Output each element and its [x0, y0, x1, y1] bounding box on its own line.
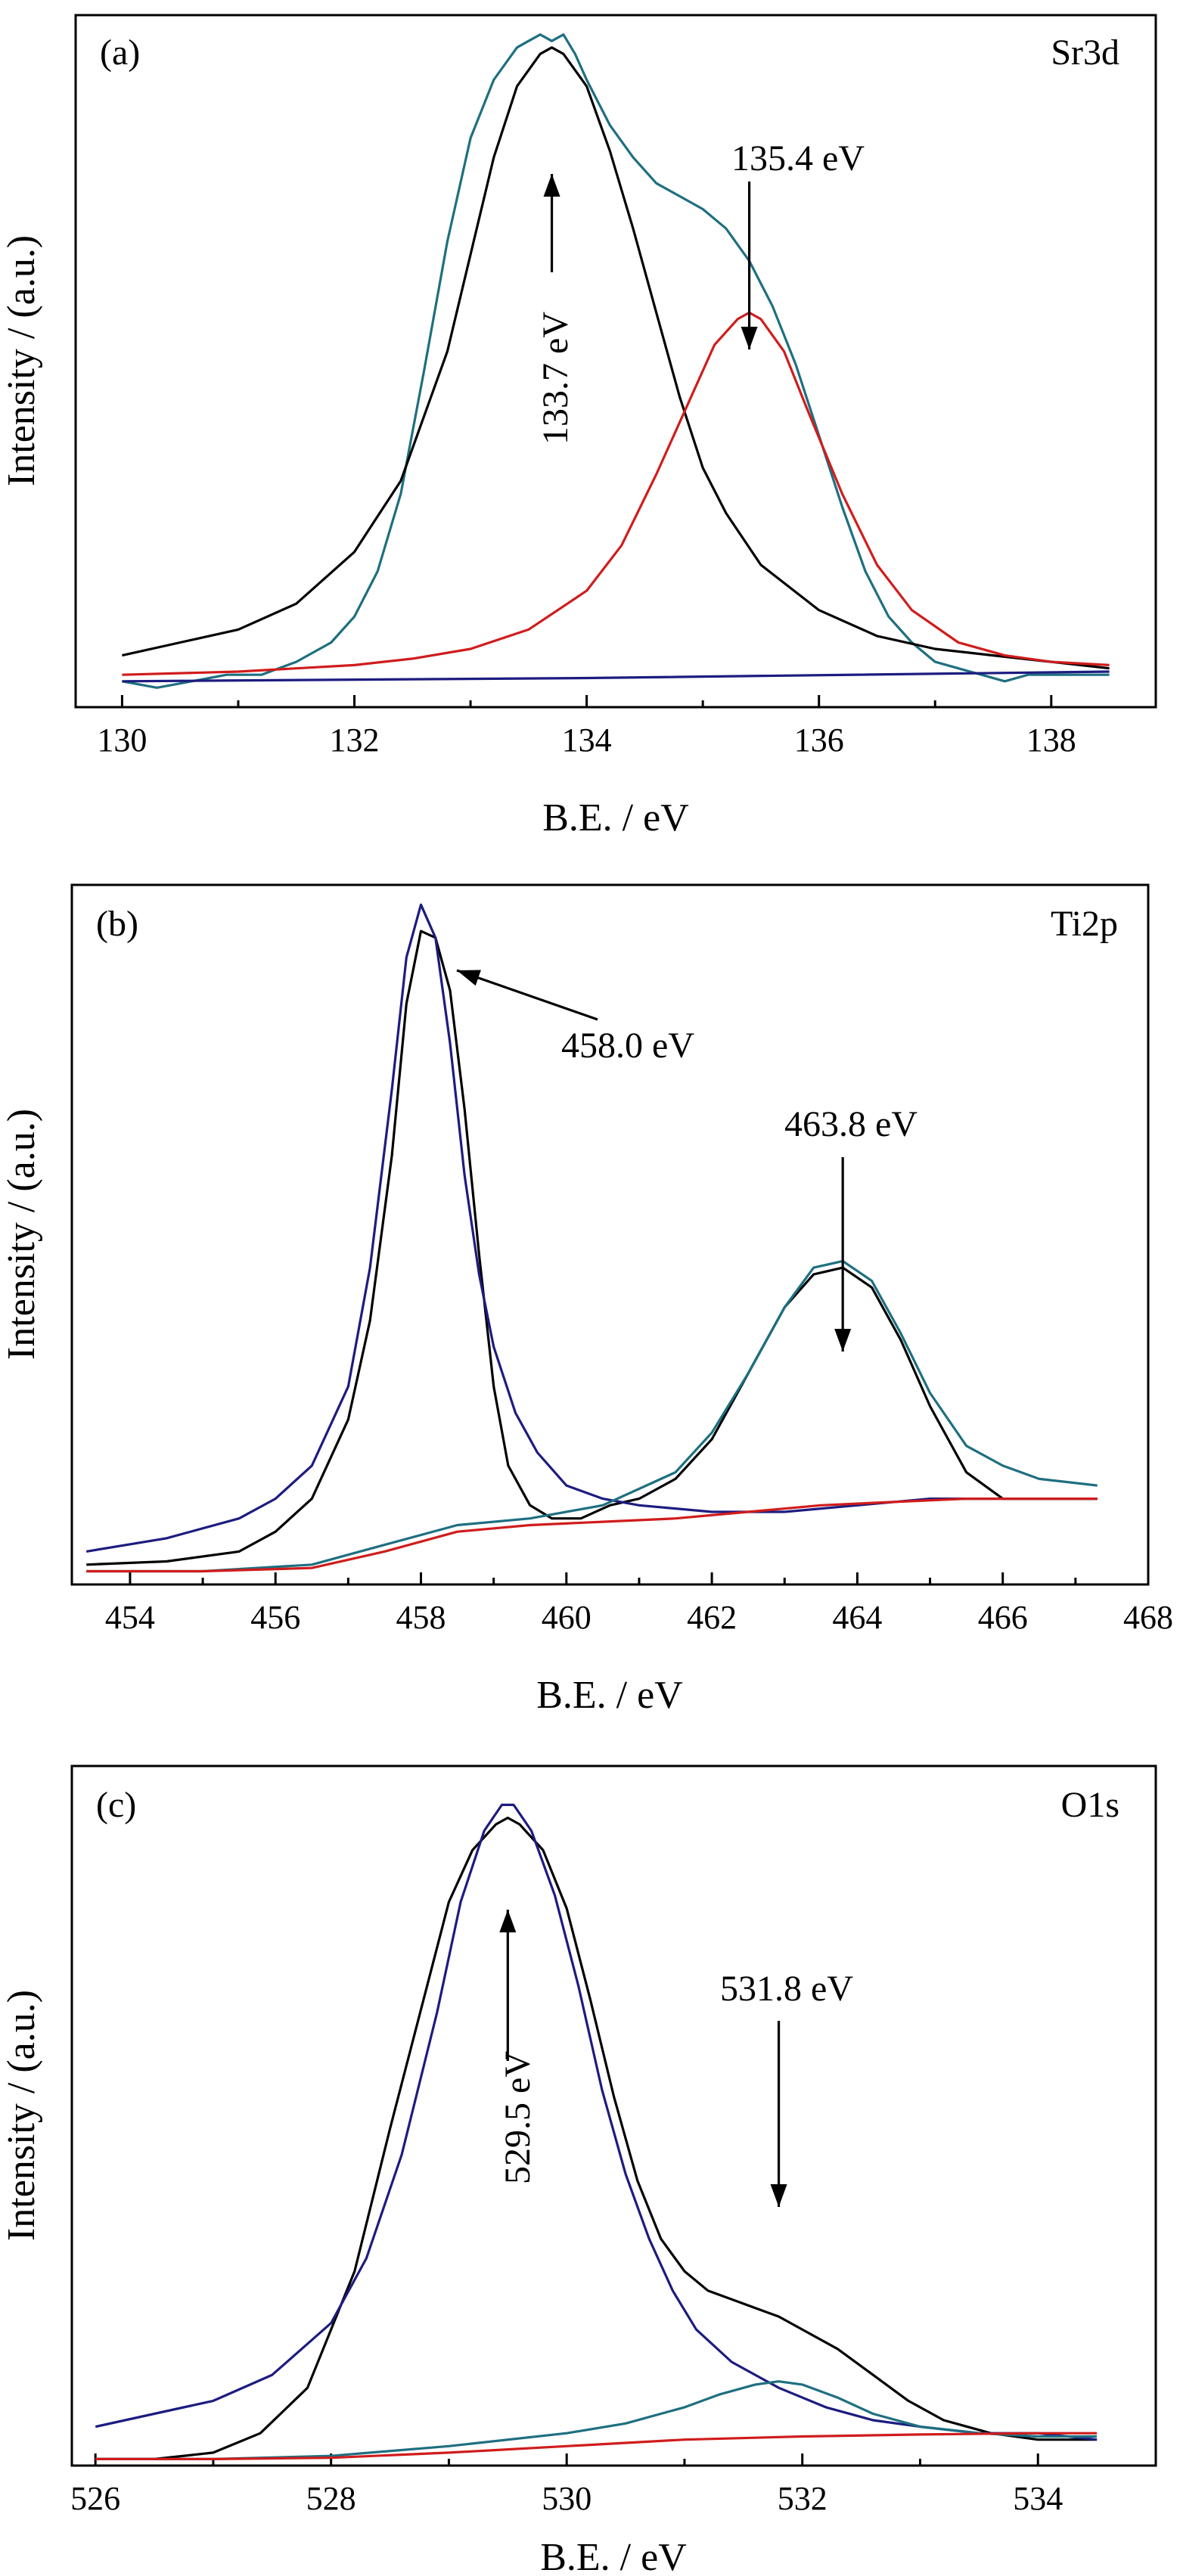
series-line-3 — [122, 670, 1110, 683]
series-line-2 — [122, 311, 1110, 676]
x-tick-label: 526 — [70, 2480, 120, 2517]
y-axis-label: Intensity / (a.u.) — [0, 235, 43, 486]
peak-annotations: 529.5 eV 531.8 eV — [498, 1910, 853, 2207]
panel-b-ti2p: 454 456 458 460 462 464 466 468 458.0 eV 463.8 e… — [0, 883, 1173, 1717]
series-line-2 — [86, 1259, 1098, 1573]
series-line-0 — [95, 1816, 1098, 2460]
peak-arrowhead — [741, 327, 758, 349]
x-axis-label: B.E. / eV — [536, 1674, 683, 1717]
x-axis-label: B.E. / eV — [542, 796, 689, 840]
panel-a-sr3d: 130 132 134 136 138 133.7 eV 135.4 eV (a) Sr3… — [0, 14, 1157, 840]
plot-frame — [70, 1764, 1157, 2467]
series-line-1 — [85, 903, 1098, 1553]
x-tick-label: 138 — [1026, 722, 1076, 759]
peak-annotations: 458.0 eV 463.8 eV — [456, 969, 918, 1352]
peak-label: 133.7 eV — [536, 312, 576, 445]
y-axis-label: Intensity / (a.u.) — [0, 1109, 43, 1360]
y-axis-label: Intensity / (a.u.) — [0, 1990, 43, 2241]
peak-arrow — [456, 969, 598, 1021]
spectrum-curves — [85, 903, 1098, 1573]
plot-frame — [70, 883, 1150, 1586]
x-tick-label: 466 — [978, 1599, 1028, 1636]
panel-label: (c) — [96, 1785, 136, 1825]
spectrum-curves — [95, 1803, 1098, 2460]
x-tick-label: 462 — [687, 1599, 737, 1636]
element-label: O1s — [1061, 1785, 1119, 1825]
x-tick-label: 468 — [1123, 1599, 1173, 1636]
panel-label: (b) — [96, 904, 138, 944]
peak-annotations: 133.7 eV 135.4 eV — [536, 138, 865, 445]
spectrum-curves — [122, 33, 1110, 689]
x-ticks: 454 456 458 460 462 464 466 468 — [105, 1572, 1173, 1636]
x-tick-label: 528 — [306, 2480, 356, 2517]
x-tick-label: 130 — [97, 722, 147, 759]
x-tick-label: 530 — [542, 2480, 592, 2517]
x-tick-label: 454 — [105, 1599, 155, 1636]
x-tick-label: 534 — [1013, 2480, 1063, 2517]
series-line-2 — [95, 2380, 1098, 2460]
series-line-3 — [95, 2432, 1098, 2460]
x-tick-label: 456 — [250, 1599, 300, 1636]
peak-arrowhead — [457, 970, 481, 986]
peak-label: 135.4 eV — [731, 138, 865, 178]
x-ticks: 130 132 134 136 138 — [97, 695, 1076, 759]
peak-arrowhead — [770, 2184, 787, 2207]
peak-label: 529.5 eV — [498, 2051, 538, 2184]
series-line-1 — [122, 46, 1110, 670]
plot-frame — [74, 14, 1157, 709]
x-tick-label: 458 — [396, 1599, 446, 1636]
panel-label: (a) — [100, 33, 140, 73]
element-label: Sr3d — [1051, 33, 1119, 73]
peak-arrowhead — [543, 174, 560, 197]
x-tick-label: 464 — [832, 1599, 882, 1636]
element-label: Ti2p — [1051, 904, 1118, 944]
x-tick-label: 460 — [542, 1599, 592, 1636]
series-line-1 — [95, 1803, 1098, 2441]
panel-c-o1s: 526 528 530 532 534 529.5 eV 531.8 eV (c) O1s… — [0, 1764, 1157, 2576]
x-tick-label: 134 — [562, 722, 612, 759]
series-line-3 — [86, 1497, 1098, 1573]
peak-arrowhead — [499, 1910, 517, 1932]
x-tick-label: 532 — [778, 2480, 827, 2517]
x-tick-label: 132 — [330, 722, 380, 759]
x-axis-label: B.E. / eV — [540, 2536, 687, 2576]
series-line-0 — [122, 33, 1110, 689]
x-ticks: 526 528 530 532 534 — [70, 2453, 1063, 2517]
x-tick-label: 136 — [794, 722, 844, 759]
peak-label: 463.8 eV — [784, 1104, 918, 1144]
peak-arrowhead — [834, 1329, 852, 1352]
peak-label: 531.8 eV — [720, 1969, 853, 2009]
series-line-0 — [86, 930, 1098, 1566]
peak-label: 458.0 eV — [561, 1026, 694, 1066]
